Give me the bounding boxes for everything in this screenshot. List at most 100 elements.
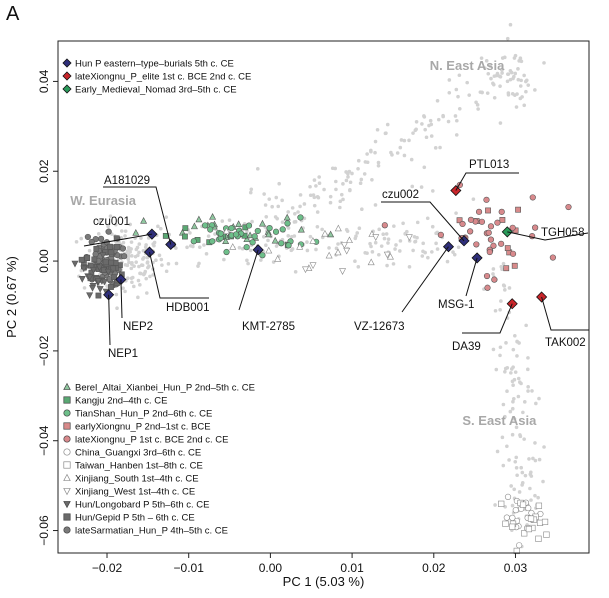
reference-point (166, 262, 171, 266)
reference-point (394, 243, 398, 247)
reference-point (164, 269, 169, 274)
reference-point (507, 286, 512, 290)
reference-point (135, 245, 140, 250)
reference-point (134, 260, 138, 264)
reference-point (522, 103, 527, 108)
reference-point (529, 470, 533, 475)
reference-point (421, 241, 425, 246)
reference-point (422, 165, 427, 170)
reference-point (123, 229, 128, 233)
group-point (467, 216, 475, 223)
group-point (483, 272, 491, 280)
reference-point (497, 74, 502, 78)
reference-point (145, 255, 150, 260)
reference-point (412, 234, 417, 239)
reference-point (123, 263, 128, 267)
reference-point (144, 276, 149, 281)
group-point (246, 231, 254, 239)
group-point (108, 249, 115, 256)
reference-point (415, 220, 420, 225)
reference-point (504, 341, 508, 345)
group-point (456, 217, 463, 224)
reference-point (293, 211, 297, 216)
group-point (272, 228, 280, 235)
reference-point (542, 61, 546, 65)
reference-point (411, 248, 415, 253)
reference-point (344, 178, 349, 183)
group-point (491, 276, 498, 283)
reference-point (248, 248, 253, 253)
reference-point (492, 74, 497, 78)
group-point (494, 219, 501, 226)
reference-point (508, 409, 513, 414)
reference-point (334, 187, 338, 192)
annotation-label: czu001 (93, 216, 130, 228)
annotation-label: VZ-12673 (354, 321, 405, 333)
reference-point (152, 240, 157, 245)
reference-point (505, 389, 509, 394)
reference-point (434, 241, 438, 246)
y-tick-label: 0.04 (37, 69, 51, 93)
reference-point (495, 449, 500, 454)
reference-point (314, 184, 318, 188)
reference-point (262, 192, 266, 196)
group-point (94, 278, 102, 285)
reference-point (506, 91, 511, 95)
reference-point (261, 235, 266, 239)
reference-point (422, 115, 427, 119)
reference-point (267, 197, 272, 201)
reference-point (322, 187, 326, 192)
sample-annotations: czu001 A181029 HDB001 NEP2 NEP1 KMT-2785 czu00… (83, 159, 589, 360)
region-label: N. East Asia (430, 58, 505, 73)
reference-point (384, 232, 389, 236)
group-point (509, 523, 516, 530)
reference-point (370, 250, 375, 254)
legend-marker (63, 422, 71, 430)
reference-point (515, 473, 519, 478)
group-point (485, 207, 491, 214)
reference-point (435, 98, 440, 103)
reference-point (138, 271, 142, 276)
reference-point (137, 250, 141, 255)
reference-point (123, 289, 127, 294)
reference-point (420, 122, 424, 126)
reference-point (514, 105, 519, 109)
group-point (245, 222, 253, 229)
legend-marker (63, 435, 71, 443)
group-point (259, 252, 266, 259)
group-point (343, 247, 351, 255)
legend-marker (63, 409, 71, 417)
group-point (541, 518, 549, 526)
reference-point (255, 167, 260, 171)
reference-point (382, 236, 387, 241)
reference-point (471, 197, 476, 201)
reference-point (495, 71, 500, 76)
reference-point (486, 72, 491, 76)
reference-point (157, 253, 162, 258)
group-point (529, 194, 536, 201)
legend-label: earlyXiongnu_P 2nd–1st c. BCE (75, 422, 211, 433)
reference-point (526, 385, 530, 389)
x-tick-label: −0.01 (174, 561, 205, 575)
reference-point (383, 131, 388, 136)
y-tick-label: −0.02 (37, 335, 51, 366)
reference-point (533, 458, 538, 463)
group-point (309, 262, 317, 270)
group-point (209, 238, 216, 245)
group-point (484, 284, 491, 291)
reference-point (381, 232, 386, 236)
reference-point (365, 251, 369, 256)
reference-point (510, 503, 515, 508)
reference-point (518, 434, 523, 439)
legend-label: lateXiongnu_P_elite 1st c. BCE 2nd c. CE (75, 72, 251, 83)
reference-point (426, 255, 430, 260)
group-point (232, 231, 240, 238)
reference-point (518, 380, 522, 385)
reference-point (498, 353, 502, 358)
reference-point (515, 92, 519, 96)
group-point (437, 231, 444, 239)
group-point (285, 242, 292, 249)
reference-point (492, 95, 497, 100)
group-point (301, 266, 309, 274)
